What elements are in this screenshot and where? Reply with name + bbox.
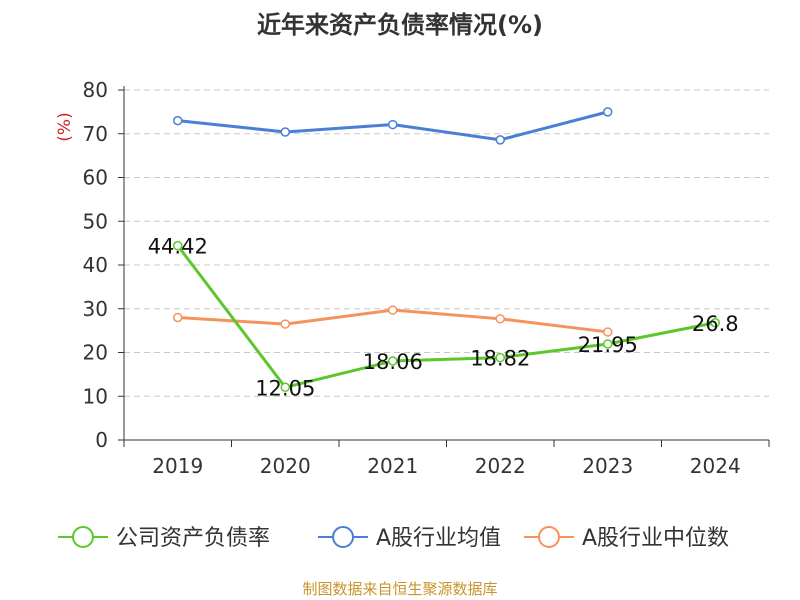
grid-lines [124,89,769,397]
data-point [603,339,613,349]
legend-label: A股行业中位数 [582,526,729,551]
x-tick-label: 2020 [260,454,311,478]
data-label: 26.8 [692,312,739,336]
series-lines [173,107,720,393]
x-tick-label: 2024 [690,454,741,478]
series-2 [173,305,613,337]
y-tick-label: 0 [95,428,108,452]
legend-label: A股行业均值 [376,526,501,551]
data-point [173,240,183,251]
data-point [388,119,398,130]
legend-item-0[interactable]: 公司资产负债率 [58,526,270,551]
legend-swatch-marker [332,526,354,548]
data-label: 21.95 [578,333,638,357]
legend-swatch-marker [72,526,94,548]
chart-title: 近年来资产负债率情况(%) [257,11,543,39]
y-tick-label: 70 [83,122,108,146]
data-point [603,327,613,337]
y-tick-label: 20 [83,341,108,365]
data-point [280,382,290,393]
data-labels: 44.42 12.05 18.06 18.82 21.95 26.8 [148,235,739,401]
data-point [280,319,290,329]
data-point [280,127,290,137]
series-line [176,244,716,389]
data-point [495,314,505,324]
legend: 公司资产负债率 A股行业均值 A股行业中位数 [58,526,729,551]
legend-item-2[interactable]: A股行业中位数 [524,526,729,551]
data-point [603,107,613,117]
data-point [173,115,183,126]
y-tick-label: 10 [83,384,108,408]
y-tick-label: 50 [83,209,108,233]
series-1 [173,107,613,145]
y-tick-label: 80 [83,78,108,102]
series-0 [173,240,720,393]
data-label: 18.06 [363,350,423,374]
legend-swatch-marker [538,526,560,548]
x-tick-label: 2023 [582,454,633,478]
y-tick-label: 30 [83,297,108,321]
data-label: 12.05 [255,376,315,400]
axes: 0 10 20 30 40 50 60 70 80 2019 2020 2021 2022 2023 202… [83,78,770,478]
source-note: 制图数据来自恒生聚源数据库 [302,580,497,598]
legend-item-1[interactable]: A股行业均值 [318,526,501,551]
y-tick-label: 40 [83,253,108,277]
y-axis-label: (%) [55,112,75,141]
data-label: 18.82 [470,347,530,371]
x-tick-label: 2021 [367,454,418,478]
x-tick-label: 2022 [475,454,526,478]
data-label: 44.42 [148,235,208,259]
data-point [388,305,398,315]
data-point [710,318,720,328]
data-point [495,352,505,363]
data-point [173,312,183,323]
data-point [388,356,398,366]
data-point [495,135,505,145]
legend-label: 公司资产负债率 [116,526,270,551]
x-tick-label: 2019 [152,454,203,478]
y-tick-label: 60 [83,166,108,190]
